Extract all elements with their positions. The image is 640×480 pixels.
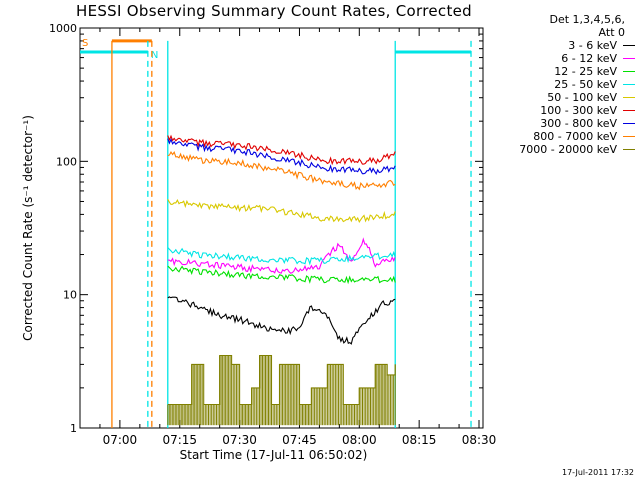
- series-line: [167, 134, 396, 166]
- legend-label: 800 - 7000 keV: [533, 130, 617, 143]
- y-tick-label: 10: [63, 289, 77, 302]
- legend-item: 7000 - 20000 keV: [470, 143, 635, 156]
- series-line: [167, 150, 396, 191]
- x-tick-label: 08:00: [342, 433, 377, 447]
- legend: Det 1,3,4,5,6, Att 0 3 - 6 keV 6 - 12 keV…: [470, 13, 635, 156]
- plot-frame: [79, 27, 484, 429]
- legend-label: 50 - 100 keV: [547, 91, 617, 104]
- legend-header-line1: Det 1,3,4,5,6,: [549, 13, 625, 26]
- series-line: [167, 198, 396, 223]
- legend-header-line2: Att 0: [598, 26, 625, 39]
- series-line: [167, 296, 396, 345]
- x-tick-label: 08:15: [402, 433, 437, 447]
- x-axis-label: Start Time (17-Jul-11 06:50:02): [180, 448, 368, 462]
- legend-swatch: [623, 58, 635, 59]
- legend-label: 300 - 800 keV: [540, 117, 617, 130]
- legend-swatch: [623, 110, 635, 111]
- legend-label: 3 - 6 keV: [568, 39, 617, 52]
- legend-item: 12 - 25 keV: [470, 65, 635, 78]
- legend-swatch: [623, 97, 635, 98]
- x-tick-label: 07:45: [282, 433, 317, 447]
- legend-swatch: [623, 136, 635, 137]
- y-tick-label: 1: [70, 422, 77, 435]
- legend-label: 100 - 300 keV: [540, 104, 617, 117]
- chart-title: HESSI Observing Summary Count Rates, Cor…: [76, 2, 472, 20]
- cyan-flag-label: N: [151, 50, 158, 61]
- legend-swatch: [623, 45, 635, 46]
- x-tick-label: 08:30: [462, 433, 497, 447]
- legend-label: 12 - 25 keV: [554, 65, 617, 78]
- y-tick-label: 1000: [49, 22, 77, 35]
- legend-label: 7000 - 20000 keV: [519, 143, 617, 156]
- legend-item: 25 - 50 keV: [470, 78, 635, 91]
- legend-item: 50 - 100 keV: [470, 91, 635, 104]
- legend-items: 3 - 6 keV 6 - 12 keV 12 - 25 keV 25 - 50 ke…: [470, 39, 635, 156]
- legend-item: 6 - 12 keV: [470, 52, 635, 65]
- series-line: [167, 354, 396, 406]
- legend-label: 6 - 12 keV: [561, 52, 617, 65]
- timestamp: 17-Jul-2011 17:32: [561, 468, 634, 477]
- legend-item: 300 - 800 keV: [470, 117, 635, 130]
- legend-label: 25 - 50 keV: [554, 78, 617, 91]
- x-tick-label: 07:15: [162, 433, 197, 447]
- legend-swatch: [623, 84, 635, 85]
- x-tick-label: 07:00: [103, 433, 138, 447]
- legend-swatch: [623, 123, 635, 124]
- y-axis-label: Corrected Count Rate (s⁻¹ detector⁻¹): [21, 115, 35, 341]
- legend-swatch: [623, 149, 635, 150]
- series-line: [167, 237, 396, 274]
- legend-item: 100 - 300 keV: [470, 104, 635, 117]
- x-tick-label: 07:30: [222, 433, 257, 447]
- series-line: [167, 138, 396, 176]
- series-line: [167, 265, 396, 285]
- series-line: [167, 247, 396, 266]
- orange-flag-label: S: [82, 38, 88, 49]
- legend-item: 800 - 7000 keV: [470, 130, 635, 143]
- y-tick-label: 100: [56, 155, 77, 168]
- legend-swatch: [623, 71, 635, 72]
- legend-item: 3 - 6 keV: [470, 39, 635, 52]
